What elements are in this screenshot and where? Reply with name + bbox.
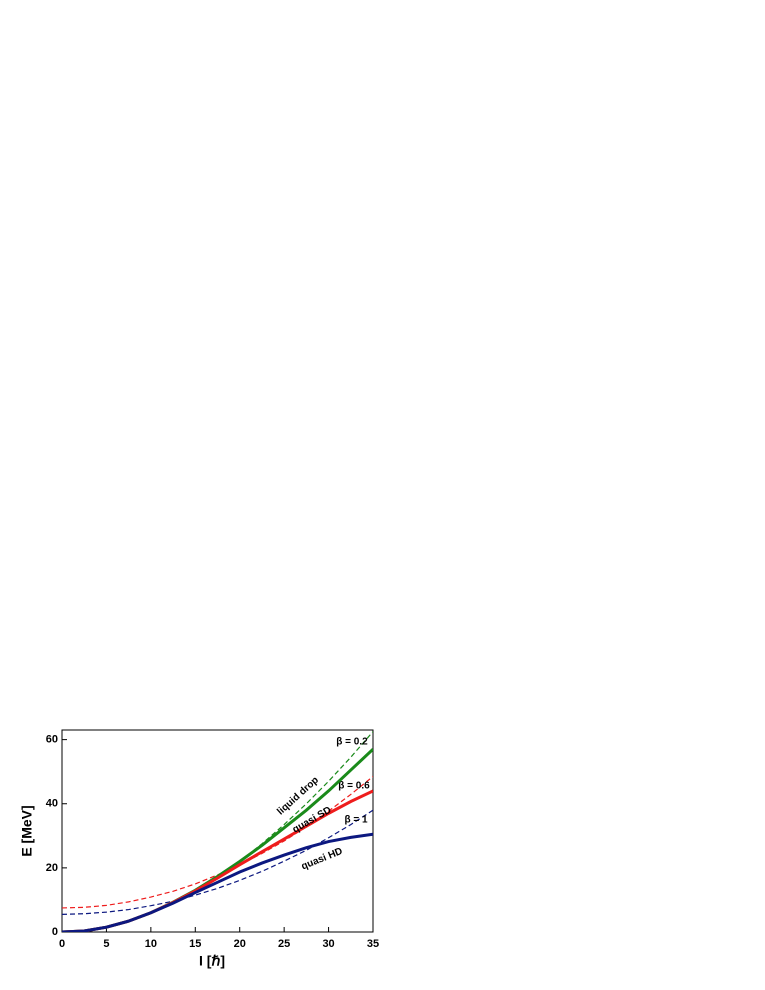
series-label: β = 0.2 bbox=[336, 737, 368, 748]
series-label: quasi SD bbox=[291, 805, 334, 836]
x-tick-label: 15 bbox=[189, 938, 201, 950]
x-tick-label: 0 bbox=[59, 938, 65, 950]
series-line bbox=[62, 809, 373, 915]
x-tick-label: 25 bbox=[278, 938, 290, 950]
x-tick-label: 5 bbox=[103, 938, 109, 950]
plot-frame bbox=[61, 729, 374, 933]
series-line bbox=[172, 731, 373, 904]
x-tick-label: 20 bbox=[234, 938, 246, 950]
x-tick-label: 35 bbox=[367, 938, 379, 950]
x-tick-label: 30 bbox=[322, 938, 334, 950]
series-label: quasi HD bbox=[300, 846, 344, 872]
x-tick-label: 10 bbox=[145, 938, 157, 950]
y-tick-label: 0 bbox=[52, 926, 58, 938]
y-axis-label: E [MeV] bbox=[19, 805, 35, 856]
series-label: β = 1 bbox=[344, 815, 368, 826]
y-tick-label: 20 bbox=[46, 862, 58, 874]
series-line bbox=[62, 748, 373, 932]
series-line bbox=[62, 832, 373, 932]
x-axis-label: I [ℏ] bbox=[199, 953, 225, 969]
y-tick-label: 60 bbox=[46, 734, 58, 746]
series-label: β = 0.6 bbox=[338, 781, 370, 792]
y-tick-label: 40 bbox=[46, 798, 58, 810]
